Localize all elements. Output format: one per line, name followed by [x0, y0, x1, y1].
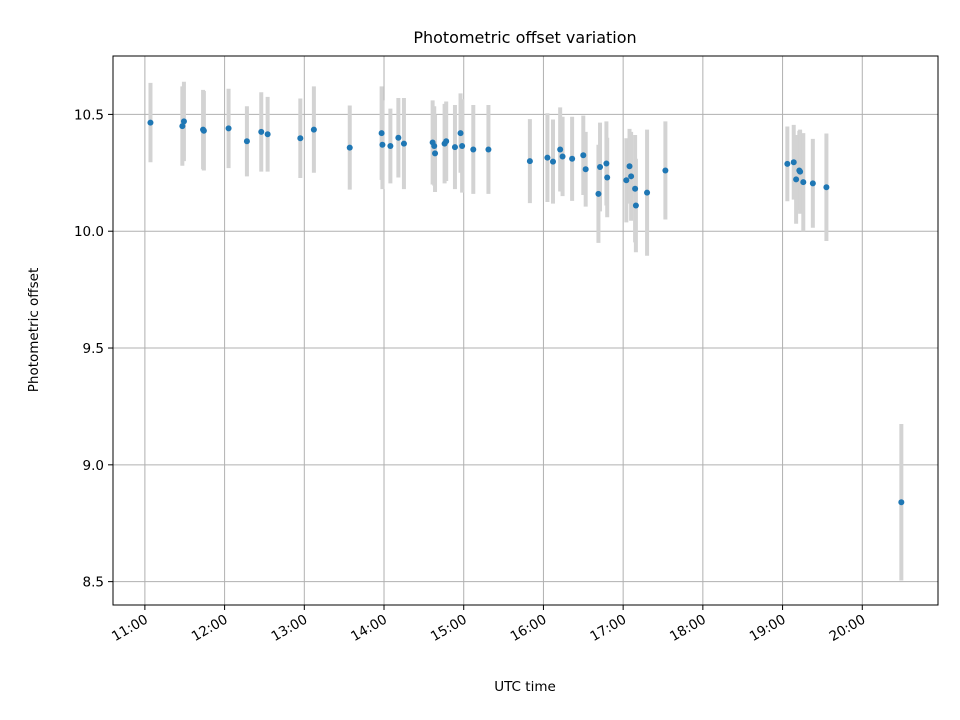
- data-point: [459, 142, 466, 149]
- plot-area-frame: [112, 55, 939, 606]
- data-point: [793, 176, 800, 183]
- data-point: [387, 142, 394, 149]
- data-point: [603, 160, 610, 167]
- data-point: [569, 155, 576, 162]
- data-point: [597, 163, 604, 170]
- data-point: [378, 130, 385, 137]
- data-point: [431, 142, 438, 149]
- data-point: [526, 158, 533, 165]
- grid-layer: [113, 56, 938, 605]
- data-point: [457, 130, 464, 137]
- data-point: [800, 179, 807, 186]
- data-point: [297, 135, 304, 142]
- data-point: [623, 177, 630, 184]
- data-point: [225, 125, 232, 132]
- y-tick-label: 10.0: [74, 224, 104, 240]
- data-point: [662, 167, 669, 174]
- chart-title: Photometric offset variation: [413, 28, 636, 47]
- data-point: [258, 128, 265, 135]
- data-point: [898, 499, 905, 506]
- data-point: [443, 138, 450, 145]
- data-point: [644, 189, 651, 196]
- data-point: [451, 144, 458, 151]
- data-point: [544, 154, 551, 161]
- data-point: [628, 173, 635, 180]
- y-axis-label: Photometric offset: [26, 268, 42, 392]
- y-tick-label: 10.5: [74, 107, 104, 123]
- y-tick-label: 9.5: [83, 341, 104, 357]
- data-point: [395, 134, 402, 141]
- data-point: [400, 140, 407, 147]
- data-point: [264, 131, 271, 138]
- data-point: [595, 190, 602, 197]
- data-point: [797, 168, 804, 175]
- data-point: [200, 127, 207, 134]
- data-point: [179, 123, 186, 130]
- x-axis-label: UTC time: [494, 679, 556, 695]
- data-point: [310, 126, 317, 133]
- data-point: [550, 158, 556, 165]
- data-point: [784, 160, 791, 167]
- data-point: [823, 184, 830, 191]
- data-point: [180, 118, 187, 125]
- data-point: [485, 146, 492, 153]
- data-point: [632, 202, 639, 209]
- y-tick-label: 8.5: [83, 575, 104, 591]
- y-tick-label: 9.0: [83, 458, 104, 474]
- data-point: [147, 119, 154, 126]
- data-point: [243, 138, 250, 145]
- data-point: [379, 141, 386, 148]
- data-point: [809, 180, 816, 187]
- data-point: [632, 185, 639, 192]
- data-point: [557, 146, 564, 153]
- data-point: [346, 144, 353, 151]
- data-point: [626, 163, 633, 170]
- data-point: [559, 153, 566, 160]
- data-point: [432, 150, 439, 157]
- data-point: [470, 146, 477, 153]
- data-point: [580, 152, 587, 159]
- data-point: [790, 159, 797, 166]
- data-point: [582, 166, 589, 173]
- data-point: [604, 174, 611, 181]
- point-layer: [147, 118, 905, 506]
